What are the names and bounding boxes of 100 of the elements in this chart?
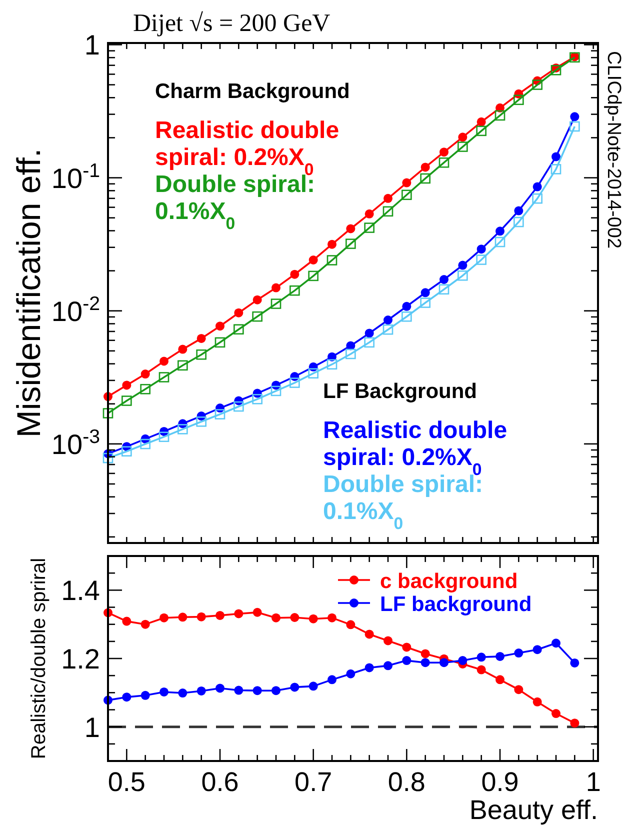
x-tick-label: 0.9 [481,767,519,797]
point [234,609,244,618]
point [160,687,168,696]
y-tick-label: 1.2 [61,644,100,674]
point [102,452,114,464]
point [402,302,412,311]
point [308,614,318,624]
x-axis-title: Beauty eff. [469,795,598,825]
point [140,370,150,379]
point [532,645,542,654]
point [384,316,392,325]
point [140,620,150,629]
point [234,308,244,318]
point [214,409,226,420]
point [552,638,560,648]
y-tick-label: 10$^{-2}$ [51,292,100,327]
point [252,394,262,404]
point [122,396,132,406]
point [290,613,300,622]
point [494,110,506,121]
point [290,378,300,388]
point [196,334,206,343]
point [476,652,486,662]
point [532,80,542,90]
point [122,616,132,626]
point [308,270,318,282]
point [532,697,542,706]
point [402,178,412,188]
point [140,690,150,700]
point [384,194,392,203]
annotation: Charm Background [155,80,350,103]
point [122,380,132,390]
point [326,255,338,266]
point [178,360,188,371]
point [514,94,524,106]
point [234,324,244,334]
point [496,652,504,661]
point [270,298,282,309]
y-tick-label: 10$^{-3}$ [51,426,100,460]
point [570,121,580,132]
point [552,709,560,718]
point [290,682,300,692]
point [346,669,356,678]
point [384,661,392,670]
point [550,164,562,174]
point [290,285,300,296]
point [178,612,188,622]
point [346,238,356,249]
point [346,224,356,234]
point [158,372,170,382]
point [234,401,244,412]
point [384,636,392,646]
point [476,665,486,674]
point [420,658,430,668]
y-tick-label: 1.4 [61,575,100,606]
point [364,337,374,348]
point [252,311,262,322]
point [290,270,300,279]
point [420,162,430,172]
point [160,613,168,622]
point [272,283,280,292]
y-axis-title: Realistic/double spriral [28,558,50,760]
point [196,416,206,427]
point [420,288,430,298]
point [328,675,336,684]
point [196,349,206,360]
point [272,613,280,622]
point [364,663,374,672]
chart-title: Dijet √s = 200 GeV [133,10,330,37]
x-tick-label: 0.6 [201,767,239,797]
point [178,424,188,434]
point [216,684,224,693]
legend-label: c background [380,570,518,593]
point [458,132,468,142]
point [382,206,394,217]
point [308,682,318,691]
point [552,152,560,162]
point [272,686,280,696]
point [402,656,412,666]
point [234,686,244,695]
point [420,649,430,658]
point [122,446,132,457]
point [140,438,150,450]
legend-label: LF background [380,593,532,616]
x-tick-label: 0.5 [108,767,146,797]
point [178,688,188,698]
point [514,206,524,216]
point [514,685,524,694]
point [440,658,448,668]
point [402,190,412,200]
point [570,658,580,668]
point [550,64,562,76]
point [438,284,450,295]
point [420,298,430,308]
point [178,344,188,354]
point [496,675,504,684]
point [346,620,356,630]
y-tick-label: 1 [84,712,100,743]
point [364,209,374,218]
point [364,630,374,639]
